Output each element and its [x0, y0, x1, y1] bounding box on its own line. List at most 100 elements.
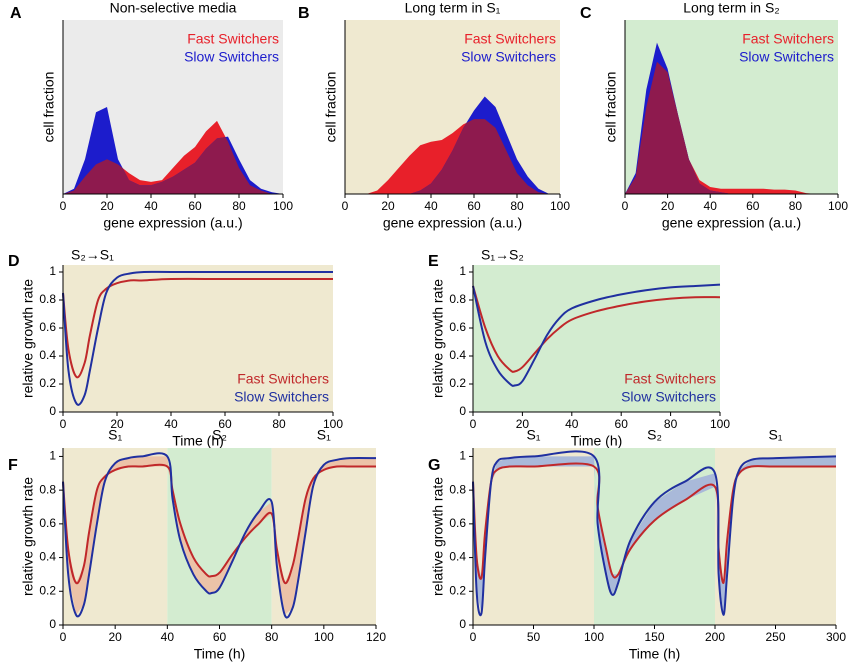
fill-between: [63, 456, 376, 615]
x-tick-label: 40: [161, 630, 175, 644]
x-tick-label: 100: [273, 199, 293, 213]
x-tick-label: 0: [470, 630, 477, 644]
x-axis-label: gene expression (a.u.): [383, 215, 522, 231]
panel-letter: A: [10, 5, 22, 22]
y-tick-label: 0.2: [449, 376, 466, 390]
x-tick-label: 100: [828, 199, 848, 213]
x-tick-label: 0: [342, 199, 349, 213]
panel-letter: G: [428, 457, 440, 474]
x-tick-label: 50: [527, 630, 541, 644]
x-tick-label: 80: [664, 417, 678, 431]
panel-title: Non-selective media: [110, 0, 237, 16]
x-tick-label: 40: [704, 199, 718, 213]
line: [62, 270, 333, 406]
region-label: S₁: [526, 427, 540, 443]
line: [472, 285, 721, 373]
x-tick-label: 0: [60, 417, 67, 431]
x-tick-label: 100: [710, 417, 730, 431]
y-tick-label: 0.2: [449, 583, 466, 597]
x-tick-label: 20: [381, 199, 395, 213]
y-tick-label: 0.8: [39, 292, 56, 306]
y-tick-label: 0.8: [39, 482, 56, 496]
y-tick-label: 0.4: [39, 348, 56, 362]
x-tick-label: 120: [366, 630, 386, 644]
x-tick-label: 0: [60, 199, 67, 213]
x-tick-label: 60: [615, 417, 629, 431]
y-tick-label: 0.4: [39, 550, 56, 564]
x-tick-label: 20: [110, 417, 124, 431]
region: [594, 448, 715, 625]
legend-entry: Slow Switchers: [621, 389, 716, 405]
y-axis-label: relative growth rate: [430, 279, 446, 398]
legend-entry: Slow Switchers: [461, 49, 556, 65]
annotation: S₂→S₁: [71, 247, 114, 263]
x-tick-label: 100: [314, 630, 334, 644]
x-axis-label: gene expression (a.u.): [662, 215, 801, 231]
x-tick-label: 100: [584, 630, 604, 644]
line: [62, 452, 377, 619]
panel-title: Long term in S₂: [683, 0, 779, 16]
x-tick-label: 0: [622, 199, 629, 213]
x-axis-label: Time (h): [629, 646, 681, 662]
y-tick-label: 0.6: [449, 516, 466, 530]
y-tick-label: 1: [459, 449, 466, 463]
x-tick-label: 40: [565, 417, 579, 431]
x-tick-label: 80: [510, 199, 524, 213]
x-tick-label: 300: [826, 630, 846, 644]
y-tick-label: 0.6: [39, 516, 56, 530]
panel-letter: D: [8, 253, 20, 270]
panel-letter: E: [428, 253, 439, 270]
line: [62, 277, 333, 379]
legend-entry: Slow Switchers: [739, 49, 834, 65]
y-tick-label: 0.2: [39, 376, 56, 390]
x-tick-label: 200: [705, 630, 725, 644]
legend-entry: Slow Switchers: [184, 49, 279, 65]
x-tick-label: 60: [218, 417, 232, 431]
y-axis-label: cell fraction: [323, 72, 339, 143]
x-tick-label: 100: [323, 417, 343, 431]
x-tick-label: 80: [232, 199, 246, 213]
panel-letter: F: [8, 457, 18, 474]
y-tick-label: 0: [49, 617, 56, 631]
legend-entry: Fast Switchers: [237, 371, 329, 387]
x-tick-label: 250: [765, 630, 785, 644]
plot-background: [473, 265, 720, 412]
line: [472, 283, 721, 387]
y-axis-label: relative growth rate: [20, 477, 36, 596]
x-axis-label: Time (h): [172, 433, 224, 449]
panel-title: Long term in S₁: [405, 0, 501, 16]
y-tick-label: 1: [49, 264, 56, 278]
area-overlap: [63, 120, 283, 194]
y-axis-label: relative growth rate: [430, 477, 446, 596]
y-tick-label: 0.8: [449, 482, 466, 496]
legend-entry: Fast Switchers: [464, 31, 556, 47]
x-tick-label: 20: [516, 417, 530, 431]
x-tick-label: 80: [789, 199, 803, 213]
area-overlap: [625, 61, 838, 195]
region-label: S₁: [317, 427, 331, 443]
panel-letter: B: [298, 5, 310, 22]
y-tick-label: 0.4: [449, 348, 466, 362]
y-tick-label: 0.8: [449, 292, 466, 306]
x-tick-label: 20: [100, 199, 114, 213]
x-tick-label: 60: [467, 199, 481, 213]
x-tick-label: 100: [550, 199, 570, 213]
x-tick-label: 0: [470, 417, 477, 431]
y-axis-label: cell fraction: [41, 72, 57, 143]
x-tick-label: 60: [188, 199, 202, 213]
y-tick-label: 0.6: [39, 320, 56, 334]
legend-entry: Fast Switchers: [624, 371, 716, 387]
y-tick-label: 0: [459, 617, 466, 631]
line: [62, 463, 376, 585]
y-tick-label: 0.2: [39, 583, 56, 597]
y-tick-label: 0: [49, 404, 56, 418]
x-axis-label: Time (h): [571, 433, 623, 449]
x-tick-label: 20: [108, 630, 122, 644]
panel-letter: C: [580, 5, 592, 22]
x-tick-label: 150: [644, 630, 664, 644]
line: [472, 450, 837, 617]
y-tick-label: 1: [49, 449, 56, 463]
x-axis-label: gene expression (a.u.): [103, 215, 242, 231]
x-axis-label: Time (h): [194, 646, 246, 662]
